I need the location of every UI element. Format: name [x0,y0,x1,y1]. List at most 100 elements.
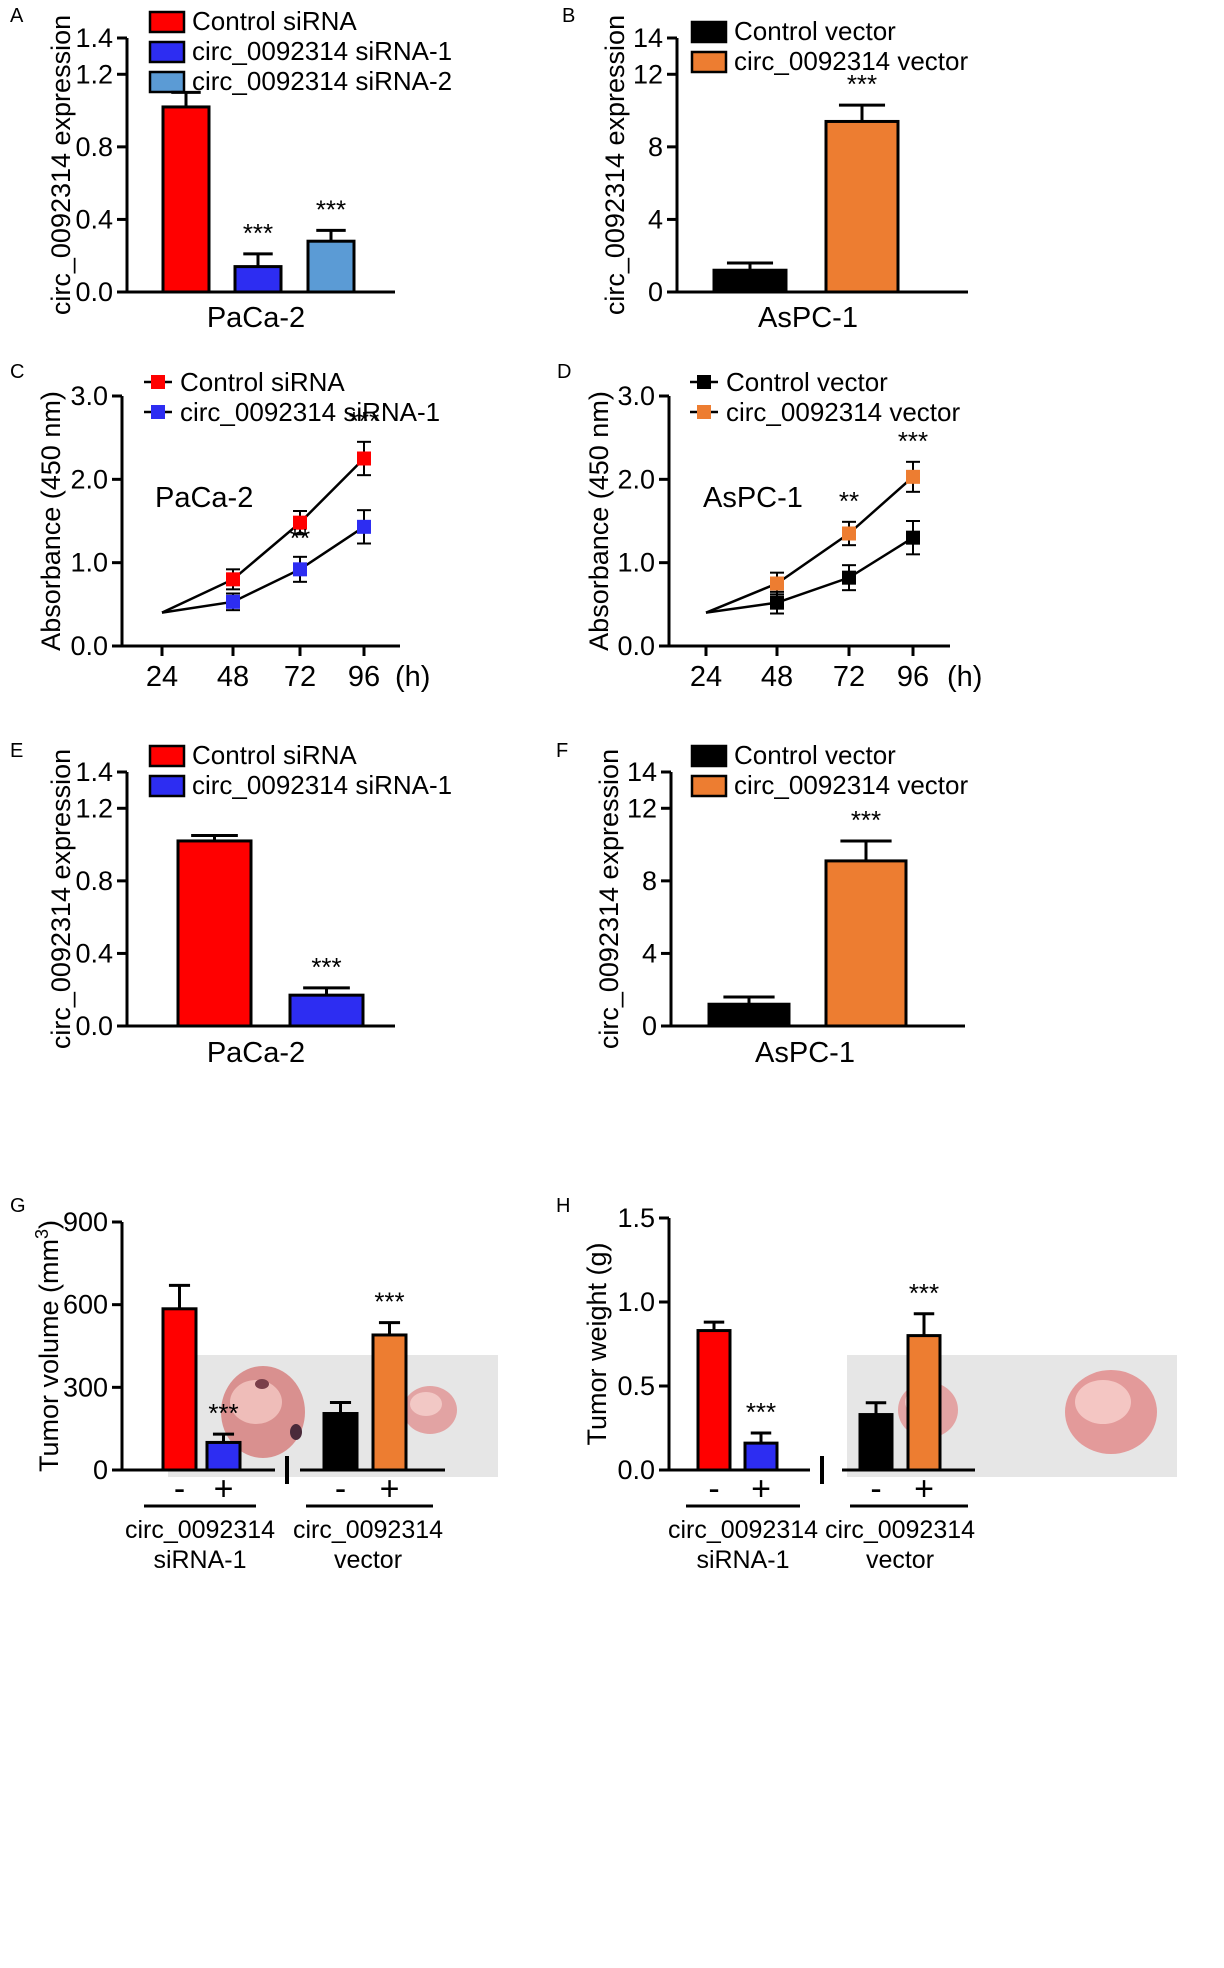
y-tick-label: 0 [642,1011,657,1041]
treatment-sign: - [335,1470,346,1508]
data-point [906,530,920,545]
significance-label: *** [243,218,273,248]
y-tick-label: 2.0 [70,464,108,494]
y-tick-label: 900 [63,1207,108,1237]
series-line [161,457,365,614]
y-tick-label: 0.4 [75,204,113,234]
bar [176,839,253,1028]
data-point [357,519,371,534]
legend-swatch [690,774,728,798]
bar [824,859,908,1028]
x-tick-label: 96 [348,661,380,693]
bar [906,1334,942,1472]
significance-label: *** [909,1278,939,1308]
y-tick-label: 0.8 [75,866,113,896]
legend-swatch [148,744,186,768]
group-label-line2: vector [334,1546,402,1574]
legend-label: circ_0092314 vector [726,397,960,427]
legend-swatch [148,40,186,64]
y-tick-label: 0 [648,277,663,307]
significance-label: *** [898,426,928,456]
x-tick-label: 48 [217,661,249,693]
y-tick-label: 14 [627,757,657,787]
y-tick-label: 8 [648,132,663,162]
bar [371,1333,408,1472]
y-axis-label: Absorbance (450 nm) [584,391,614,651]
bar [858,1413,894,1472]
panel-label: C [10,361,24,383]
y-tick-label: 0.0 [75,1011,113,1041]
y-tick-label: 0.4 [75,938,113,968]
x-tick-label: 96 [897,661,929,693]
group-label-line1: circ_0092314 [293,1516,443,1544]
y-tick-label: 1.0 [70,548,108,578]
y-tick-label: 4 [642,938,657,968]
y-tick-label: 2.0 [617,464,655,494]
legend-label: circ_0092314 siRNA-2 [192,66,452,96]
y-axis-label: Tumor volume (mm3) [32,1220,64,1472]
bar [306,239,356,294]
y-tick-label: 600 [63,1290,108,1320]
legend-label: circ_0092314 siRNA-1 [180,397,440,427]
x-tick-label: 72 [833,661,865,693]
y-tick-label: 3.0 [617,381,655,411]
legend-marker [697,375,711,389]
series-line [705,536,914,614]
y-tick-label: 14 [633,23,663,53]
panel-label: H [556,1195,570,1217]
data-point [357,451,371,466]
bar [161,1307,198,1472]
x-axis-unit: (h) [947,661,982,693]
y-tick-label: 300 [63,1372,108,1402]
significance-label: ** [290,523,310,553]
bar [233,265,283,294]
y-tick-label: 12 [633,59,663,89]
significance-label: *** [208,1398,238,1428]
tumor-e-control-highlight [230,1380,282,1424]
series-line [705,475,914,614]
data-point [293,562,307,577]
y-tick-label: 0.8 [75,132,113,162]
bar [322,1412,359,1472]
chart-annotation: PaCa-2 [155,482,253,514]
y-axis-label: circ_0092314 expression [46,749,76,1049]
y-tick-label: 1.4 [75,757,113,787]
x-axis-label: AsPC-1 [758,302,858,334]
legend-label: Control siRNA [192,740,357,770]
bar [743,1441,779,1472]
y-tick-label: 1.4 [75,23,113,53]
legend-label: Control siRNA [192,6,357,36]
legend-label: Control siRNA [180,367,345,397]
significance-label: *** [847,69,877,99]
legend-swatch [690,50,728,74]
y-tick-label: 4 [648,204,663,234]
x-axis-label: PaCa-2 [207,302,305,334]
y-tick-label: 3.0 [70,381,108,411]
bar [288,993,365,1028]
legend-label: circ_0092314 siRNA-1 [192,770,452,800]
x-tick-label: 72 [284,661,316,693]
panel-label: D [557,361,571,383]
significance-label: *** [316,194,346,224]
tumor-e-control-spot [255,1379,269,1389]
legend-label: circ_0092314 vector [734,770,968,800]
legend-label: Control vector [726,367,888,397]
x-axis-label: PaCa-2 [207,1037,305,1069]
group-label-line1: circ_0092314 [668,1516,818,1544]
data-point [842,526,856,541]
treatment-sign: - [708,1470,719,1508]
significance-label: ** [839,486,859,516]
legend-marker [697,405,711,419]
y-tick-label: 0.5 [617,1371,655,1401]
data-point [226,572,240,587]
group-label-line1: circ_0092314 [125,1516,275,1544]
significance-label: *** [746,1397,776,1427]
